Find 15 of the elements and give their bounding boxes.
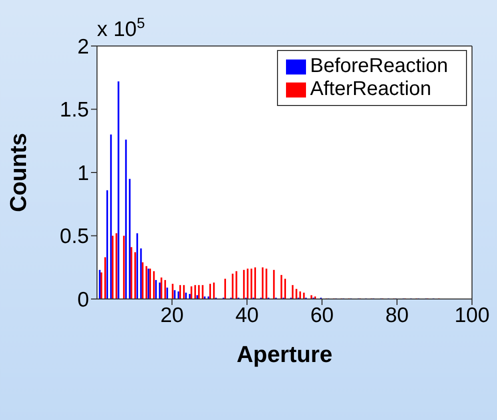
y-tick-label: 0.5 xyxy=(60,225,89,248)
x-tick-label: 80 xyxy=(385,304,409,327)
y-axis-title: Counts xyxy=(5,132,32,212)
y-tick-label: 1 xyxy=(77,162,89,185)
y-tick-label: 0 xyxy=(77,288,89,312)
legend-label: AfterReaction xyxy=(310,78,432,100)
y-tick-label: 2 xyxy=(77,35,89,58)
x-tick-label: 60 xyxy=(310,304,334,327)
y-tick-label: 1.5 xyxy=(60,98,89,122)
x-tick-label: 100 xyxy=(454,304,490,327)
x-tick-label: 40 xyxy=(235,304,259,327)
legend-label: BeforeReaction xyxy=(310,55,448,77)
x-tick-label: 20 xyxy=(160,304,184,327)
x-axis-title: Aperture xyxy=(236,341,332,367)
text: x 10$^{5}$ xyxy=(97,16,145,41)
